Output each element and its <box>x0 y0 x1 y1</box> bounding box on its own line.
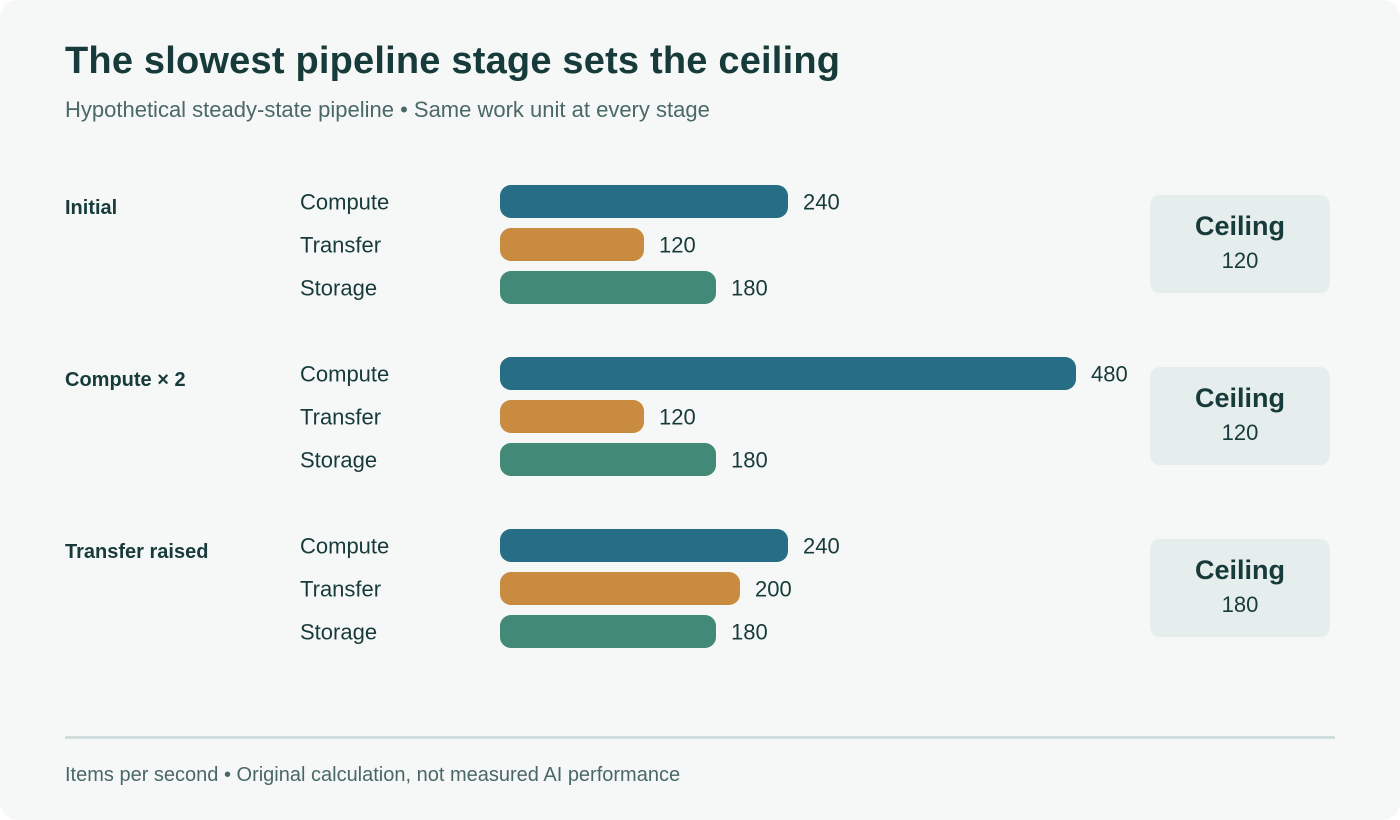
bar-storage <box>500 443 716 476</box>
bar-value-label: 240 <box>803 190 840 215</box>
stage-label-transfer: Transfer <box>300 405 381 430</box>
bar-transfer <box>500 572 740 605</box>
scenario-group-initial: Initial Compute 240 Transfer 120 Storage 180 Ce… <box>65 185 1330 304</box>
bar-transfer <box>500 400 644 433</box>
stage-label-compute: Compute <box>300 190 389 215</box>
scenario-group-compute-2: Compute × 2 Compute 480 Transfer 120 Storage 1… <box>65 357 1330 476</box>
bar-value-label: 180 <box>731 620 768 645</box>
scenario-label: Compute × 2 <box>65 369 186 391</box>
ceiling-label: Ceiling <box>1195 555 1285 585</box>
bar-transfer <box>500 228 644 261</box>
stage-label-storage: Storage <box>300 276 377 301</box>
bar-value-label: 180 <box>731 276 768 301</box>
ceiling-label: Ceiling <box>1195 211 1285 241</box>
bar-value-label: 200 <box>755 577 792 602</box>
bar-storage <box>500 615 716 648</box>
ceiling-value: 120 <box>1222 420 1259 445</box>
stage-label-storage: Storage <box>300 620 377 645</box>
chart-title: The slowest pipeline stage sets the ceil… <box>65 40 841 82</box>
bar-compute <box>500 529 788 562</box>
ceiling-value: 180 <box>1222 592 1259 617</box>
bar-value-label: 120 <box>659 405 696 430</box>
stage-label-storage: Storage <box>300 448 377 473</box>
bar-value-label: 180 <box>731 448 768 473</box>
stage-label-transfer: Transfer <box>300 577 381 602</box>
bar-value-label: 240 <box>803 534 840 559</box>
stage-label-transfer: Transfer <box>300 233 381 258</box>
chart-subtitle: Hypothetical steady-state pipeline • Sam… <box>65 97 710 122</box>
ceiling-label: Ceiling <box>1195 383 1285 413</box>
scenario-group-transfer-raised: Transfer raised Compute 240 Transfer 200 Stor… <box>65 529 1330 648</box>
stage-label-compute: Compute <box>300 534 389 559</box>
bar-compute <box>500 357 1076 390</box>
ceiling-box <box>1150 367 1330 465</box>
ceiling-box <box>1150 539 1330 637</box>
ceiling-box <box>1150 195 1330 293</box>
stage-label-compute: Compute <box>300 362 389 387</box>
footer-note: Items per second • Original calculation,… <box>65 764 681 786</box>
bar-value-label: 120 <box>659 233 696 258</box>
footer-divider <box>65 736 1335 739</box>
scenario-label: Transfer raised <box>65 541 208 563</box>
bar-compute <box>500 185 788 218</box>
bar-value-label: 480 <box>1091 362 1128 387</box>
ceiling-value: 120 <box>1222 248 1259 273</box>
bar-storage <box>500 271 716 304</box>
scenario-label: Initial <box>65 197 117 219</box>
